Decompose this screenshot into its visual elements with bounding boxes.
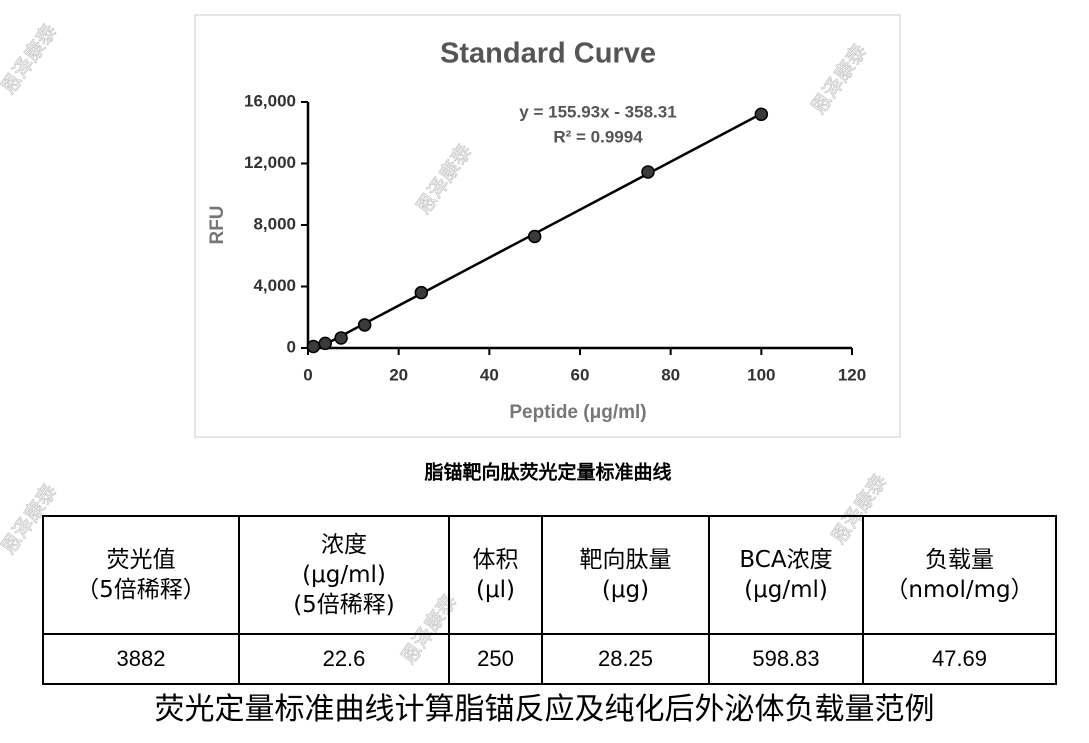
header-cell: 靶向肽量 (μg) <box>541 515 710 635</box>
x-tick-label: 0 <box>303 365 312 384</box>
header-line: 负载量 <box>925 547 994 573</box>
x-tick-label: 120 <box>838 365 866 384</box>
data-row: 3882 22.6 250 28.25 598.83 47.69 <box>42 633 1057 685</box>
header-cell: 体积 (μl) <box>448 515 543 635</box>
header-line: (μl) <box>476 577 515 603</box>
cell: 598.83 <box>708 633 864 685</box>
point <box>527 229 542 244</box>
header-cell: 荧光值 （5倍稀释） <box>42 515 240 635</box>
point <box>414 285 429 300</box>
header-cell: BCA浓度 (μg/ml) <box>708 515 864 635</box>
result-table: 荧光值 （5倍稀释） 浓度 (μg/ml) (5倍稀释) 体积 (μl) 靶向肽量 (μg) BC… <box>42 515 1057 685</box>
chart-title: Standard Curve <box>440 38 656 70</box>
header-line: BCA浓度 <box>739 547 833 573</box>
header-line: 浓度 <box>321 532 367 558</box>
header-line: (μg/ml) <box>302 562 386 588</box>
point <box>641 165 655 179</box>
x-tick-label: 80 <box>661 365 680 384</box>
header-line: (μg) <box>601 577 650 603</box>
y-tick-label: 8,000 <box>253 214 296 233</box>
point <box>334 331 348 345</box>
point <box>318 336 332 351</box>
header-cell: 负载量 （nmol/mg） <box>862 515 1057 635</box>
point <box>306 339 321 354</box>
y-tick-label: 0 <box>287 337 296 356</box>
chart-frame <box>194 14 901 438</box>
header-line: 荧光值 <box>106 547 176 573</box>
x-tick-label: 40 <box>480 365 499 384</box>
header-cell: 浓度 (μg/ml) (5倍稀释) <box>238 515 450 635</box>
cell: 47.69 <box>862 633 1057 685</box>
header-line: （nmol/mg） <box>885 577 1034 603</box>
watermark: 恩泽康泰 <box>806 39 872 118</box>
equation: y = 155.93x - 358.31 <box>519 102 676 121</box>
cell: 22.6 <box>238 633 450 685</box>
y-tick-label: 4,000 <box>253 276 296 295</box>
x-tick-label: 20 <box>389 365 408 384</box>
y-tick-label: 16,000 <box>244 91 296 110</box>
header-line: （5倍稀释） <box>76 577 206 603</box>
point <box>754 107 769 122</box>
cell: 28.25 <box>541 633 710 685</box>
header-line: 靶向肽量 <box>579 547 672 573</box>
r-squared: R² = 0.9994 <box>553 127 643 146</box>
cell: 250 <box>448 633 543 685</box>
header-line: (μg/ml) <box>744 577 828 603</box>
point <box>357 318 372 332</box>
header-line: (5倍稀释) <box>293 592 395 618</box>
cell: 3882 <box>42 633 240 685</box>
y-tick-label: 12,000 <box>244 153 296 172</box>
header-row: 荧光值 （5倍稀释） 浓度 (μg/ml) (5倍稀释) 体积 (μl) 靶向肽量 (μg) BC… <box>42 515 1057 635</box>
y-axis-label: RFU <box>207 205 228 244</box>
table-caption: 荧光定量标准曲线计算脂锚反应及纯化后外泌体负载量范例 <box>154 692 935 727</box>
header-line: 体积 <box>472 547 519 573</box>
x-tick-label: 100 <box>747 365 775 384</box>
watermark: 恩泽康泰 <box>411 139 477 218</box>
x-axis-label: Peptide (μg/ml) <box>509 402 646 423</box>
watermark: 恩泽康泰 <box>0 19 62 98</box>
x-tick-label: 60 <box>571 365 590 384</box>
chart-caption: 脂锚靶向肽荧光定量标准曲线 <box>424 461 671 484</box>
